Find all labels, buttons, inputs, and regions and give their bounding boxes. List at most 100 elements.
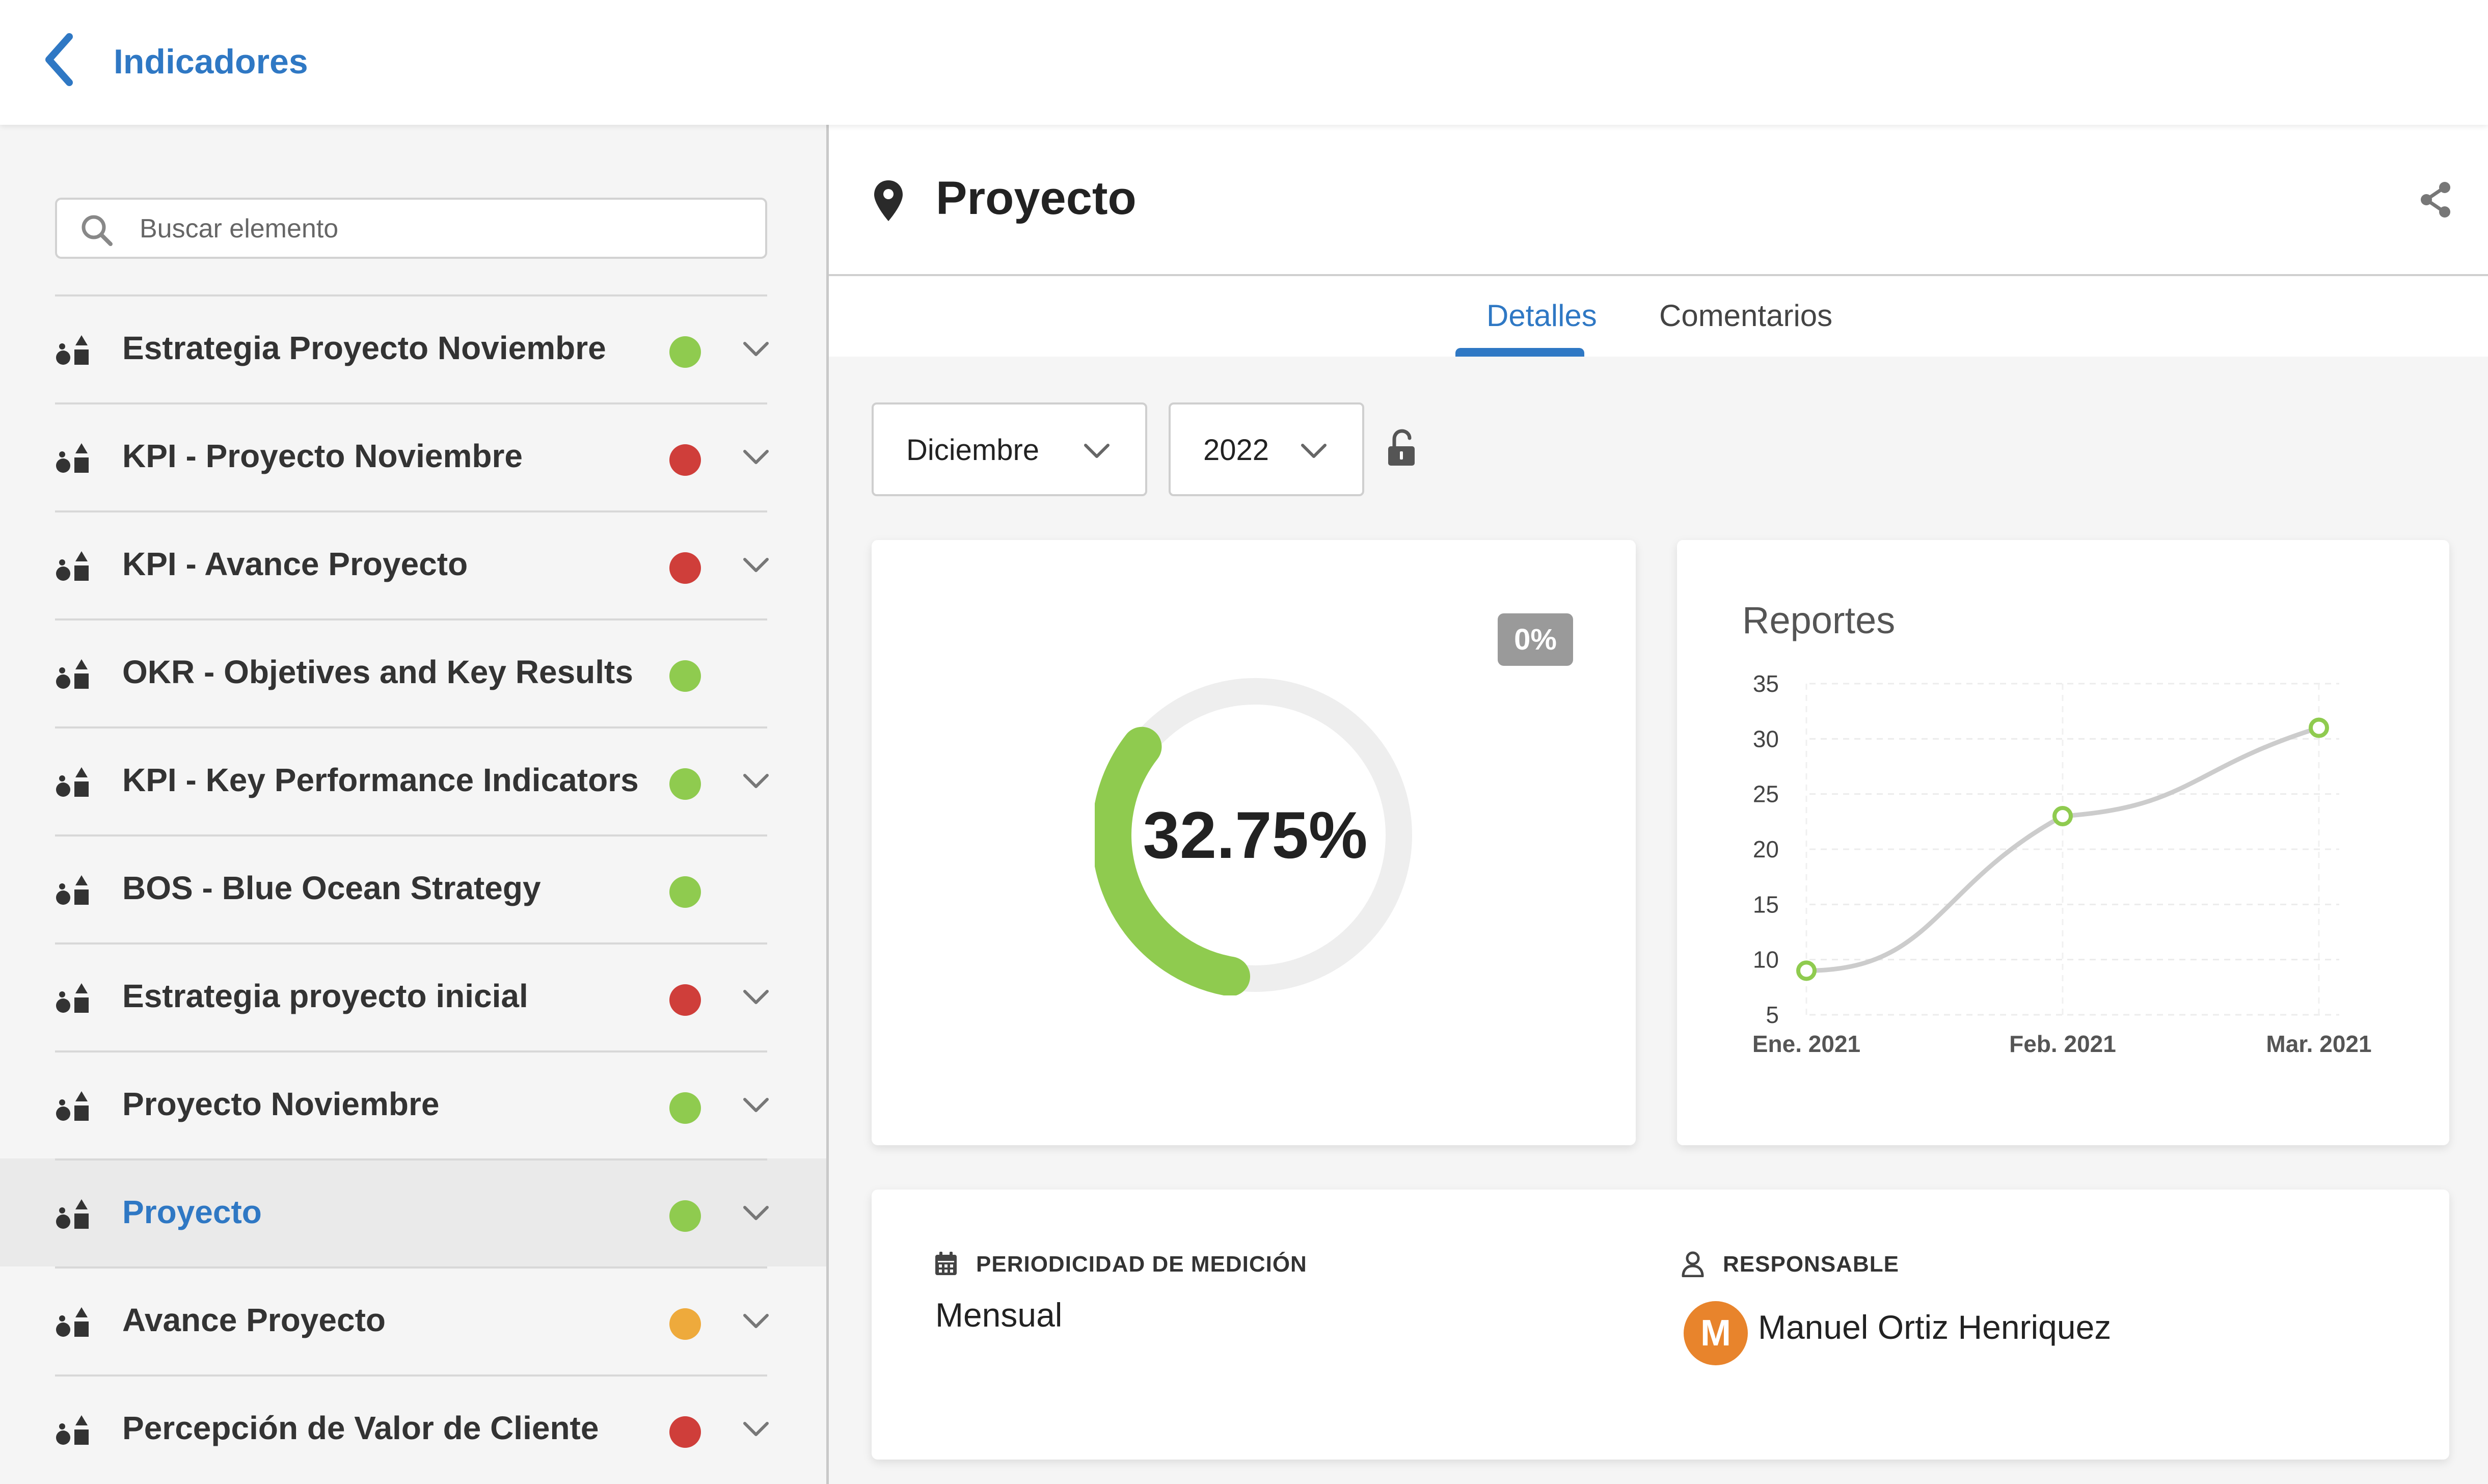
map-pin-icon bbox=[874, 180, 903, 221]
y-tick-label: 10 bbox=[1753, 947, 1779, 973]
item-divider bbox=[55, 942, 767, 945]
shapes-icon bbox=[56, 551, 89, 581]
status-indicator bbox=[669, 1092, 701, 1124]
shapes-icon bbox=[56, 1307, 89, 1337]
month-select[interactable]: Diciembre bbox=[872, 402, 1147, 496]
chevron-down-icon bbox=[1084, 444, 1110, 458]
sidebar-item[interactable]: Estrategia Proyecto Noviembre bbox=[0, 294, 826, 402]
sidebar-item-label: KPI - Proyecto Noviembre bbox=[122, 438, 523, 474]
tab-detalles[interactable]: Detalles bbox=[1486, 299, 1597, 333]
item-divider bbox=[55, 1374, 767, 1377]
sidebar-item[interactable]: Proyecto Noviembre bbox=[0, 1050, 826, 1158]
item-divider bbox=[55, 1266, 767, 1269]
sidebar-item[interactable]: Avance Proyecto bbox=[0, 1266, 826, 1374]
sidebar-item-label: Percepción de Valor de Cliente bbox=[122, 1410, 599, 1446]
y-tick-label: 15 bbox=[1753, 891, 1779, 918]
chevron-down-icon bbox=[1301, 444, 1327, 458]
share-icon[interactable] bbox=[2418, 181, 2453, 219]
shapes-icon bbox=[56, 875, 89, 905]
line-chart: 5 10 15 20 25 30 35 Ene. 2021 Feb. 2021 Mar. 2021 bbox=[1752, 670, 2372, 1057]
chevron-down-icon[interactable] bbox=[742, 988, 770, 1007]
progress-card: 0% 32.75% bbox=[872, 540, 1636, 1145]
chevron-down-icon[interactable] bbox=[742, 340, 770, 359]
search-icon bbox=[82, 215, 113, 246]
data-point bbox=[2309, 717, 2329, 738]
sidebar-item-label: Avance Proyecto bbox=[122, 1302, 386, 1338]
x-tick-label: Feb. 2021 bbox=[2009, 1031, 2116, 1057]
chevron-down-icon[interactable] bbox=[742, 448, 770, 467]
sidebar-item-label: Estrategia proyecto inicial bbox=[122, 978, 528, 1014]
status-indicator bbox=[669, 444, 701, 476]
chevron-down-icon[interactable] bbox=[742, 772, 770, 791]
sidebar-item[interactable]: BOS - Blue Ocean Strategy bbox=[0, 834, 826, 942]
status-indicator bbox=[669, 552, 701, 584]
item-divider bbox=[55, 402, 767, 404]
search-box[interactable] bbox=[55, 198, 767, 259]
item-divider bbox=[55, 726, 767, 728]
item-divider bbox=[55, 1050, 767, 1053]
progress-donut bbox=[1095, 678, 1412, 995]
detail-header: Proyecto Detalles Comentarios bbox=[829, 125, 2488, 357]
shapes-icon bbox=[56, 1199, 89, 1229]
status-indicator bbox=[669, 876, 701, 908]
chevron-down-icon[interactable] bbox=[742, 1096, 770, 1115]
sidebar-item-label: KPI - Key Performance Indicators bbox=[122, 762, 639, 798]
indicator-list: Estrategia Proyecto Noviembre KPI - Proye… bbox=[0, 294, 826, 1482]
owner-label: RESPONSABLE bbox=[1723, 1252, 1899, 1277]
item-divider bbox=[55, 1158, 767, 1161]
avatar: M bbox=[1684, 1301, 1748, 1365]
year-select[interactable]: 2022 bbox=[1169, 402, 1364, 496]
sidebar-item[interactable]: OKR - Objetives and Key Results bbox=[0, 618, 826, 726]
chevron-down-icon[interactable] bbox=[742, 1204, 770, 1223]
month-value: Diciembre bbox=[906, 434, 1040, 467]
sidebar-item[interactable]: Proyecto bbox=[0, 1158, 826, 1266]
user-icon bbox=[1682, 1251, 1704, 1277]
status-indicator bbox=[669, 336, 701, 368]
chart-title: Reportes bbox=[1742, 599, 1896, 641]
sidebar: Estrategia Proyecto Noviembre KPI - Proye… bbox=[0, 125, 829, 1484]
sidebar-item[interactable]: KPI - Key Performance Indicators bbox=[0, 726, 826, 834]
info-card: PERIODICIDAD DE MEDICIÓN Mensual RESPONS… bbox=[872, 1190, 2449, 1460]
sidebar-item[interactable]: KPI - Proyecto Noviembre bbox=[0, 402, 826, 510]
data-point bbox=[2052, 806, 2073, 826]
status-indicator bbox=[669, 984, 701, 1016]
x-tick-label: Ene. 2021 bbox=[1752, 1031, 1860, 1057]
chevron-down-icon[interactable] bbox=[742, 1420, 770, 1439]
page-title: Proyecto bbox=[936, 172, 1137, 224]
search-input[interactable] bbox=[139, 208, 752, 250]
target-badge: 0% bbox=[1498, 613, 1573, 666]
shapes-icon bbox=[56, 1415, 89, 1445]
year-value: 2022 bbox=[1203, 434, 1269, 467]
reports-chart-card: Reportes 5 10 15 20 25 30 35 Ene. 2021 Feb. 2021… bbox=[1677, 540, 2449, 1145]
chevron-down-icon[interactable] bbox=[742, 556, 770, 575]
status-indicator bbox=[669, 1200, 701, 1232]
status-indicator bbox=[669, 1416, 701, 1448]
sidebar-item-label: Proyecto Noviembre bbox=[122, 1086, 440, 1122]
x-tick-label: Mar. 2021 bbox=[2266, 1031, 2371, 1057]
progress-value: 32.75% bbox=[1143, 798, 1368, 872]
sidebar-item[interactable]: KPI - Avance Proyecto bbox=[0, 510, 826, 618]
shapes-icon bbox=[56, 443, 89, 473]
sidebar-item[interactable]: Percepción de Valor de Cliente bbox=[0, 1374, 826, 1482]
data-point bbox=[1796, 960, 1817, 981]
sidebar-item[interactable]: Estrategia proyecto inicial bbox=[0, 942, 826, 1050]
header-divider bbox=[829, 274, 2488, 276]
item-divider bbox=[55, 834, 767, 837]
unlock-icon[interactable] bbox=[1385, 428, 1418, 468]
y-tick-label: 25 bbox=[1753, 781, 1779, 807]
chevron-left-icon[interactable] bbox=[40, 32, 80, 88]
sidebar-item-label: Estrategia Proyecto Noviembre bbox=[122, 330, 606, 366]
item-divider bbox=[55, 294, 767, 296]
status-indicator bbox=[669, 768, 701, 800]
main-panel: Proyecto Detalles Comentarios Diciembre … bbox=[829, 125, 2488, 1484]
top-bar: Indicadores bbox=[0, 0, 2488, 125]
progress-arc bbox=[1095, 726, 1251, 995]
status-indicator bbox=[669, 1308, 701, 1340]
tab-comentarios[interactable]: Comentarios bbox=[1659, 299, 1833, 333]
shapes-icon bbox=[56, 1091, 89, 1121]
y-tick-label: 35 bbox=[1753, 670, 1779, 697]
app-title[interactable]: Indicadores bbox=[114, 42, 308, 81]
sidebar-item-label: KPI - Avance Proyecto bbox=[122, 546, 468, 582]
chevron-down-icon[interactable] bbox=[742, 1312, 770, 1331]
periodicity-value: Mensual bbox=[935, 1296, 1063, 1334]
